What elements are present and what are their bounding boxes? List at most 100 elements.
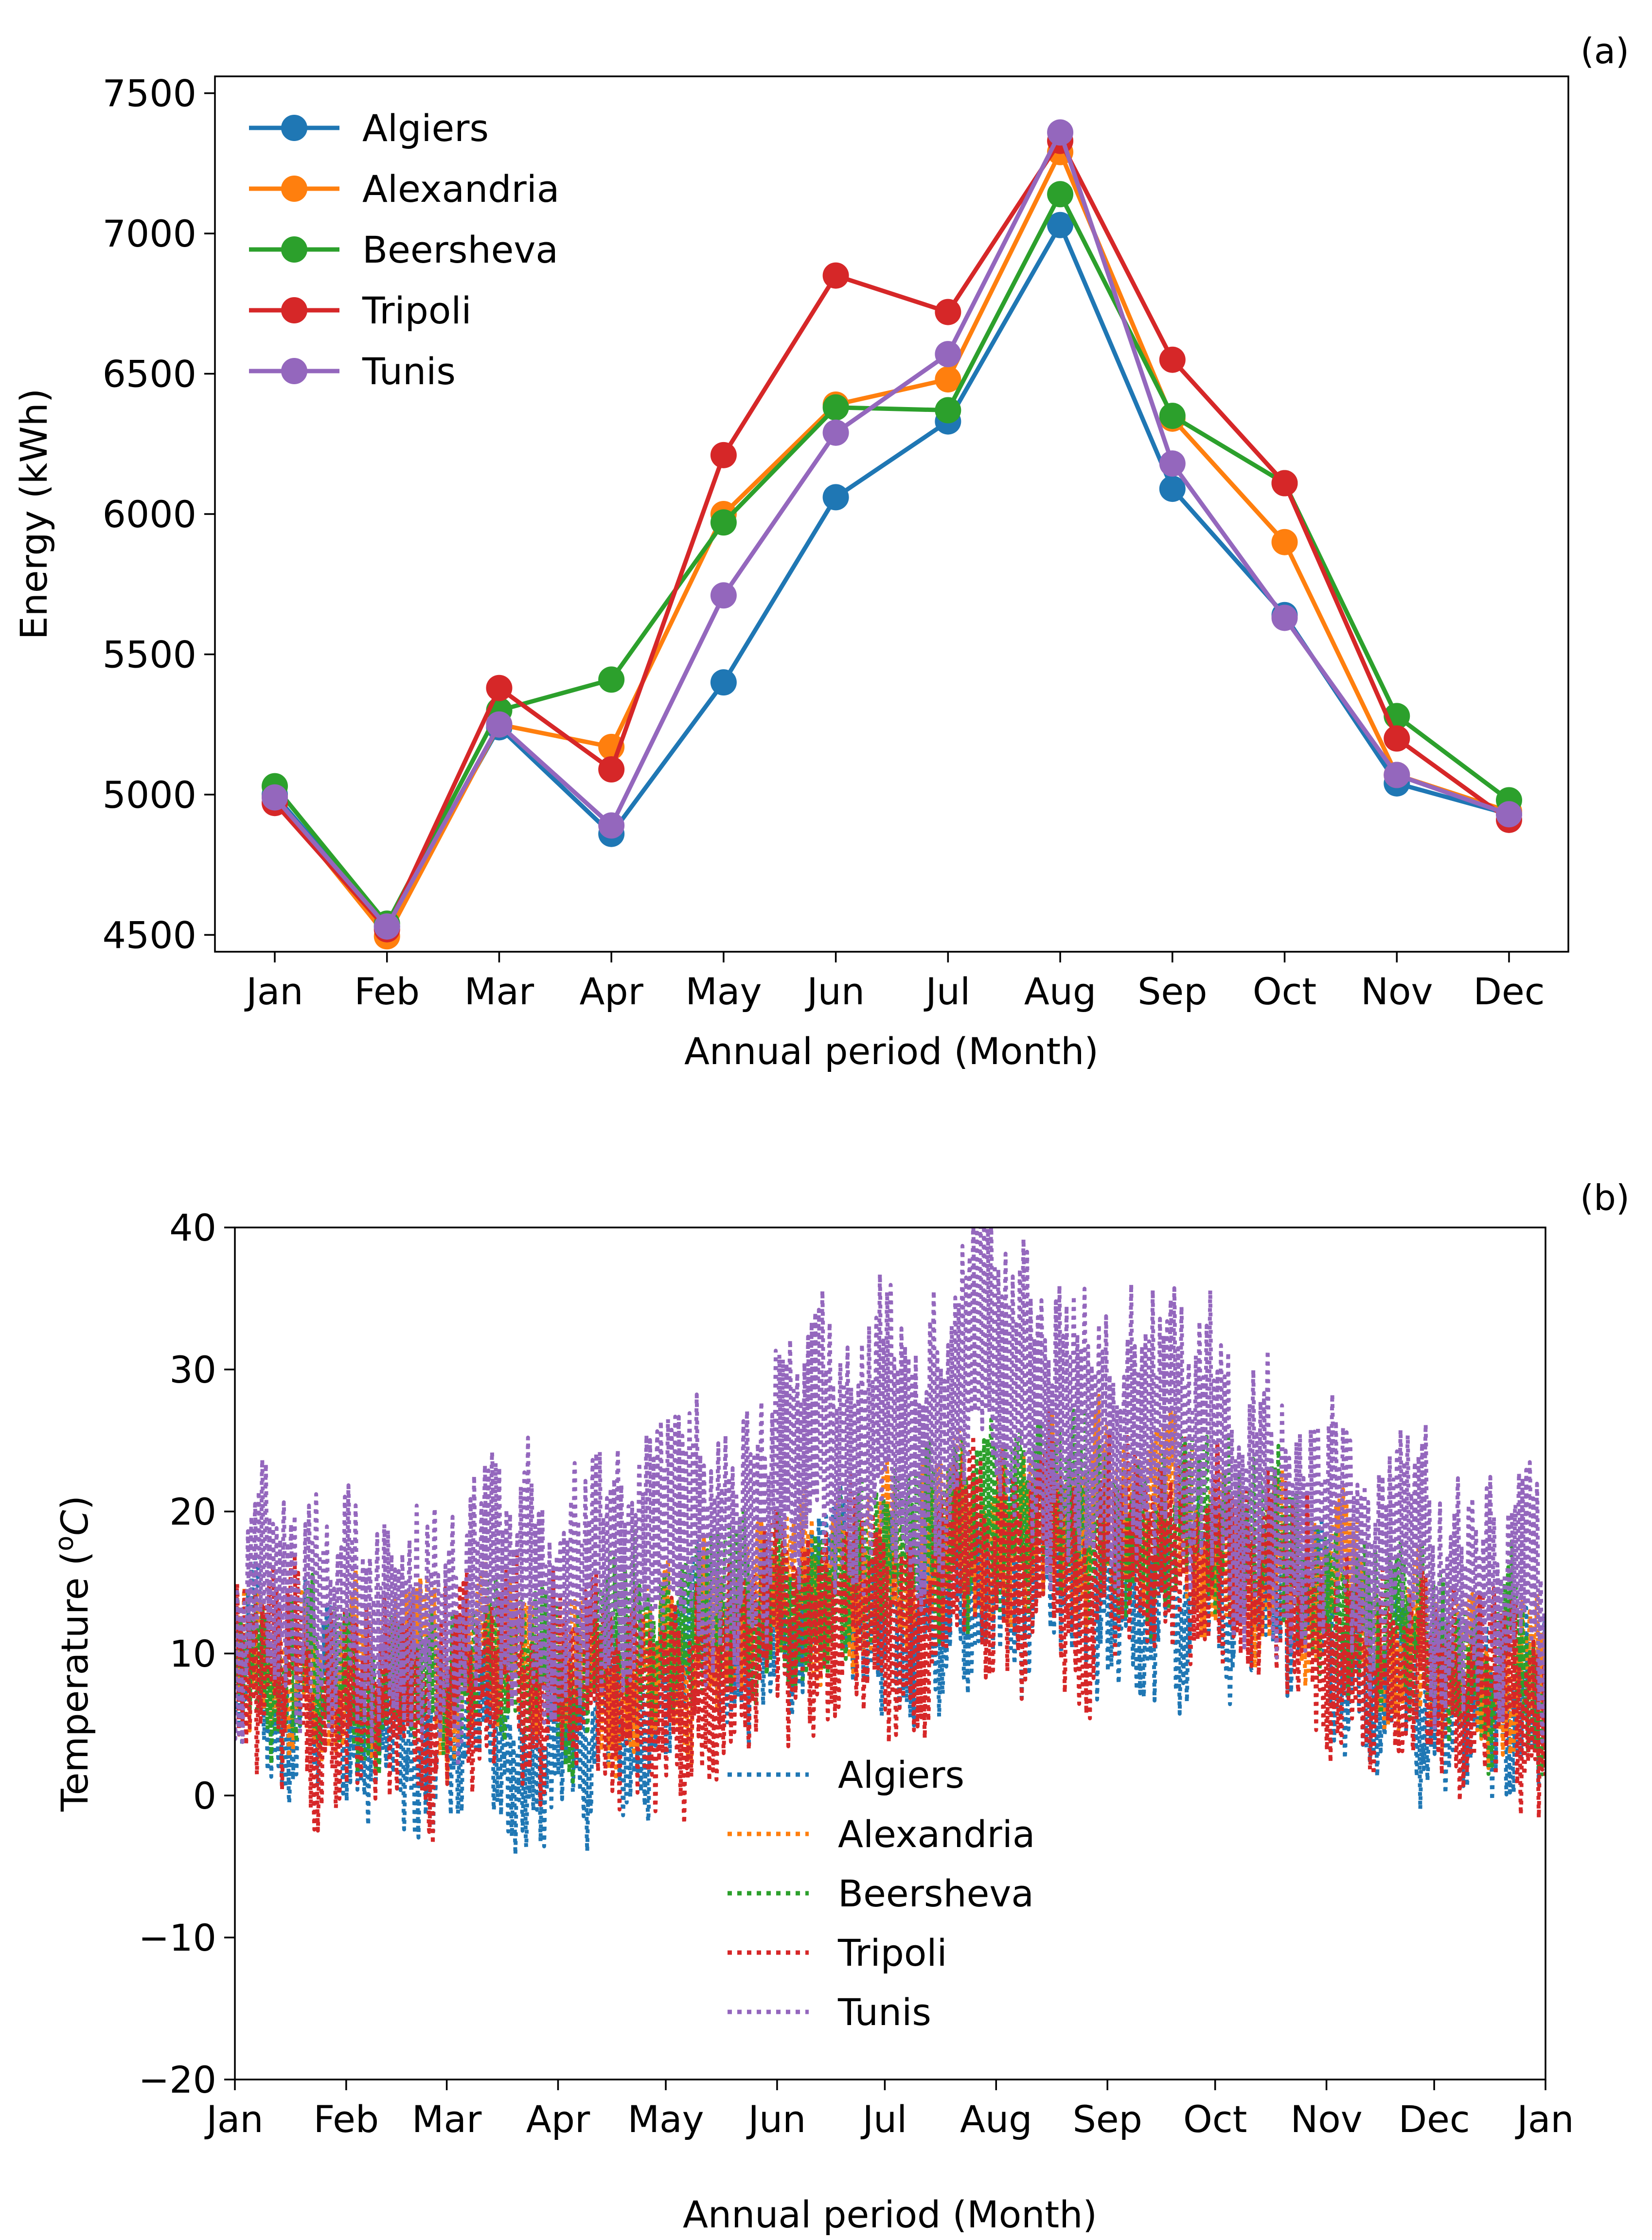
series-line-tunis (235, 1227, 1545, 1769)
temperature-x-ticks: Jan Feb Mar Apr May Jun Jul Aug Sep Oct Nov Dec Jan (204, 2080, 1574, 2141)
temperature-x-tick-label: Jun (746, 2098, 806, 2141)
legend-item-tunis: Tunis (249, 350, 456, 393)
data-point-beersheva (598, 666, 625, 693)
energy-x-tick-label: Nov (1361, 970, 1433, 1013)
data-point-alexandria (1271, 529, 1298, 555)
data-point-tunis (486, 711, 513, 738)
legend-item-tripoli: Tripoli (728, 1931, 947, 1974)
temperature-y-tick-label: 40 (169, 1206, 216, 1249)
energy-x-tick-label: Dec (1473, 970, 1545, 1013)
temperature-x-tick-label: Sep (1073, 2098, 1142, 2141)
series-line-tripoli (273, 139, 1510, 932)
temperature-x-tick-label: Oct (1183, 2098, 1247, 2141)
legend-item-algiers: Algiers (249, 107, 489, 150)
legend-label: Tripoli (362, 289, 472, 332)
data-point-algiers (1047, 212, 1074, 238)
temperature-y-tick-label: 0 (193, 1774, 216, 1817)
energy-x-tick-label: Feb (354, 970, 420, 1013)
energy-y-ticks: 4500 5000 5500 6000 6500 7000 7500 (103, 72, 215, 957)
temperature-y-tick-label: −20 (139, 2058, 216, 2101)
temperature-y-axis-label: Temperature (oC) (50, 1495, 96, 1812)
energy-legend: Algiers Alexandria Beersheva Tripoli Tunis (249, 107, 559, 393)
legend-label: Beersheva (362, 228, 558, 271)
energy-x-tick-label: Mar (464, 970, 534, 1013)
data-point-tunis (822, 419, 849, 446)
temperature-x-tick-label: Aug (960, 2098, 1032, 2141)
data-point-tripoli (1159, 346, 1186, 373)
energy-y-tick-label: 5000 (103, 773, 196, 817)
energy-plot-area (262, 119, 1522, 950)
data-point-tripoli (1271, 470, 1298, 497)
energy-x-tick-label: Apr (579, 970, 643, 1013)
legend-swatch-marker (281, 176, 307, 202)
temperature-x-tick-label: Apr (526, 2098, 590, 2141)
legend-item-tunis: Tunis (728, 1991, 931, 2034)
data-point-tunis (1271, 604, 1298, 631)
energy-x-tick-label: May (685, 970, 762, 1013)
temperature-x-tick-label: Dec (1399, 2098, 1470, 2141)
energy-y-tick-label: 6000 (103, 493, 196, 536)
temperature-y-ticks: −20 −10 0 10 20 30 40 (139, 1206, 235, 2101)
data-point-tunis (1384, 762, 1410, 788)
energy-x-tick-label: Jun (805, 970, 865, 1013)
legend-item-beersheva: Beersheva (249, 228, 558, 271)
data-point-tunis (262, 784, 288, 811)
data-point-beersheva (1159, 403, 1186, 429)
data-point-tunis (598, 812, 625, 839)
legend-label: Beersheva (838, 1872, 1034, 1915)
energy-x-tick-label: Jul (924, 970, 971, 1013)
temperature-x-tick-label: May (627, 2098, 704, 2141)
data-point-tunis (1159, 450, 1186, 477)
data-point-beersheva (935, 397, 961, 424)
data-point-beersheva (710, 509, 737, 536)
data-point-algiers (710, 669, 737, 696)
temperature-x-tick-label: Mar (412, 2098, 482, 2141)
energy-x-tick-label: Sep (1137, 970, 1207, 1013)
panel-label-a: (a) (1581, 31, 1629, 71)
energy-x-tick-label: Aug (1024, 970, 1096, 1013)
legend-item-tripoli: Tripoli (249, 289, 472, 332)
data-point-tripoli (935, 299, 961, 325)
legend-label: Alexandria (838, 1813, 1035, 1856)
data-point-tunis (710, 582, 737, 609)
energy-y-tick-label: 5500 (103, 633, 196, 676)
series-line-tunis (273, 130, 1510, 929)
data-point-alexandria (935, 366, 961, 393)
data-point-tunis (373, 913, 400, 940)
data-point-tripoli (822, 262, 849, 289)
temperature-legend: Algiers Alexandria Beersheva Tripoli Tunis (728, 1753, 1035, 2034)
legend-label: Algiers (838, 1753, 964, 1796)
energy-y-tick-label: 7500 (103, 72, 196, 115)
legend-item-algiers: Algiers (728, 1753, 964, 1796)
temperature-chart: −20 −10 0 10 20 30 40 Jan Feb Mar Apr May Jun Jul Aug… (50, 1177, 1630, 2236)
temperature-x-tick-label: Nov (1290, 2098, 1362, 2141)
energy-y-tick-label: 7000 (103, 212, 196, 255)
legend-swatch-marker (281, 236, 307, 263)
data-point-algiers (822, 484, 849, 511)
energy-x-tick-label: Oct (1253, 970, 1316, 1013)
data-point-tunis (935, 341, 961, 368)
temperature-x-tick-label: Jul (861, 2098, 907, 2141)
data-point-beersheva (822, 394, 849, 421)
energy-x-ticks: Jan Feb Mar Apr May Jun Jul Aug Sep Oct Nov Dec (244, 952, 1545, 1013)
legend-item-beersheva: Beersheva (728, 1872, 1034, 1915)
temperature-y-tick-label: 30 (169, 1348, 216, 1391)
data-point-tunis (1047, 119, 1074, 146)
series-tunis (262, 119, 1522, 940)
data-point-tunis (1496, 801, 1522, 828)
energy-x-tick-label: Jan (244, 970, 303, 1013)
panel-label-b: (b) (1580, 1177, 1630, 1218)
legend-item-alexandria: Alexandria (249, 167, 559, 211)
legend-label: Tunis (362, 350, 456, 393)
legend-label: Algiers (362, 107, 489, 150)
temperature-x-axis-label: Annual period (Month) (683, 2193, 1097, 2236)
data-point-tripoli (710, 442, 737, 468)
legend-swatch-marker (281, 297, 307, 323)
legend-swatch-marker (281, 358, 307, 384)
energy-chart: 4500 5000 5500 6000 6500 7000 7500 Jan Feb Mar Ap… (12, 31, 1629, 1073)
legend-label: Tripoli (837, 1931, 947, 1974)
temperature-x-tick-label: Jan (1515, 2098, 1574, 2141)
energy-y-tick-label: 4500 (103, 913, 196, 957)
data-point-beersheva (1047, 181, 1074, 208)
